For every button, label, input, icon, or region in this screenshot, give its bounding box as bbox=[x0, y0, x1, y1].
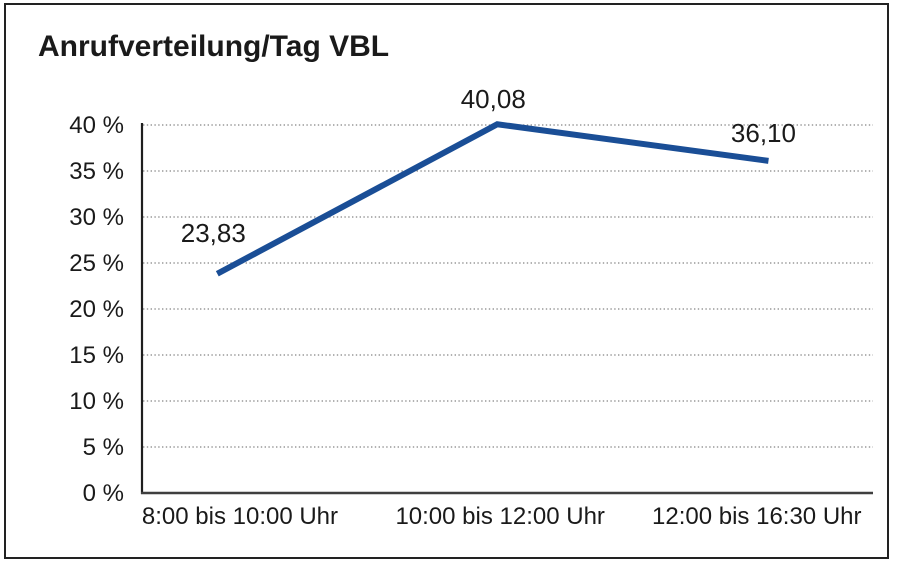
data-label: 36,10 bbox=[730, 117, 796, 148]
y-tick-label: 35 % bbox=[69, 158, 124, 185]
y-tick-label: 20 % bbox=[69, 296, 124, 323]
data-label: 23,83 bbox=[180, 217, 246, 248]
x-tick-label: 10:00 bis 12:00 Uhr bbox=[395, 503, 605, 530]
y-tick-label: 40 % bbox=[69, 112, 124, 139]
y-tick-label: 25 % bbox=[69, 250, 124, 277]
chart-frame bbox=[4, 3, 889, 559]
x-tick-label: 12:00 bis 16:30 Uhr bbox=[652, 503, 862, 530]
data-label: 40,08 bbox=[460, 84, 526, 115]
y-tick-label: 10 % bbox=[69, 388, 124, 415]
y-tick-label: 0 % bbox=[82, 480, 124, 507]
data-series-line bbox=[215, 121, 769, 277]
x-tick-label: 8:00 bis 10:00 Uhr bbox=[141, 503, 339, 530]
y-tick-label: 30 % bbox=[69, 204, 124, 231]
y-tick-label: 5 % bbox=[82, 434, 124, 461]
chart-title: Anrufverteilung/Tag VBL bbox=[38, 30, 390, 63]
y-tick-label: 15 % bbox=[69, 342, 124, 369]
